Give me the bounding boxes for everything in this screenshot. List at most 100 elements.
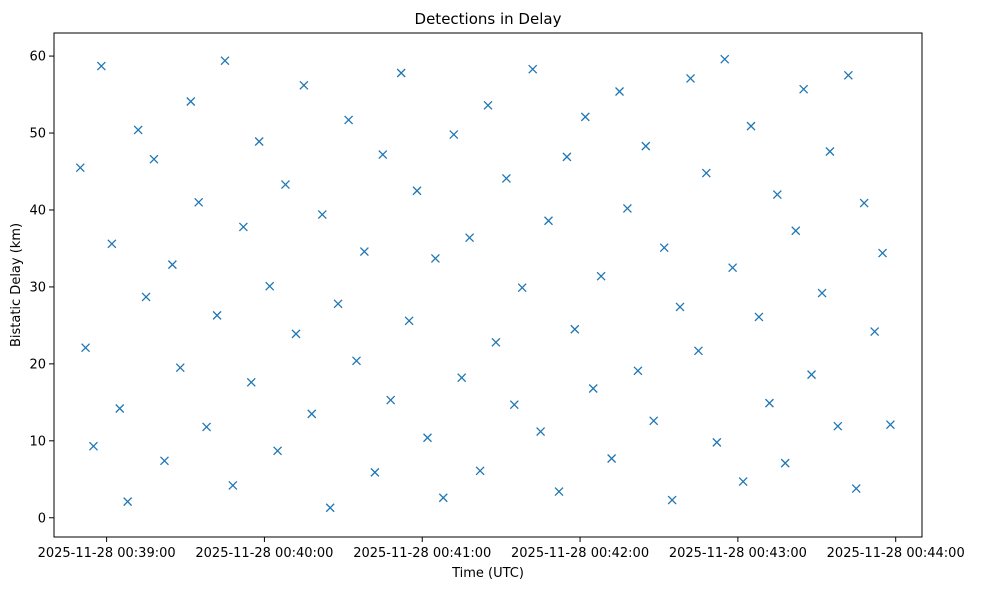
data-point: [317, 210, 327, 220]
data-point: [352, 356, 361, 366]
data-point: [544, 216, 553, 226]
data-point: [562, 152, 572, 162]
x-tick-label: 2025-11-28 00:39:00: [38, 546, 176, 561]
data-point: [878, 248, 888, 258]
y-tick-label: 40: [29, 203, 46, 218]
data-point: [186, 97, 196, 106]
data-point: [693, 346, 703, 356]
data-point: [754, 312, 764, 322]
data-point: [202, 422, 212, 432]
data-point: [430, 253, 440, 263]
data-point: [194, 197, 204, 207]
data-point: [859, 198, 869, 208]
data-point: [501, 173, 511, 183]
data-point: [851, 484, 861, 493]
data-point: [412, 186, 422, 196]
data-point: [396, 68, 406, 78]
data-point: [291, 329, 301, 339]
data-point: [149, 154, 159, 164]
data-point: [475, 466, 485, 476]
data-point: [720, 54, 730, 64]
data-point: [359, 247, 369, 256]
data-point: [615, 87, 624, 96]
data-point: [641, 141, 651, 151]
x-axis: 2025-11-28 00:39:00 2025-11-28 00:40:00 20…: [38, 537, 965, 561]
data-point: [528, 64, 538, 74]
x-tick-label: 2025-11-28 00:40:00: [195, 546, 333, 561]
data-point: [386, 395, 396, 405]
data-point: [175, 363, 185, 373]
chart-title: Detections in Delay: [415, 10, 562, 28]
data-point: [75, 163, 85, 173]
data-point: [107, 239, 117, 249]
data-point: [123, 497, 133, 507]
data-point: [160, 456, 169, 466]
x-axis-label: Time (UTC): [451, 566, 524, 581]
data-point: [712, 437, 722, 447]
data-point: [772, 190, 782, 200]
y-tick-label: 60: [29, 50, 46, 65]
plot-frame: [53, 32, 923, 538]
y-tick-label: 30: [29, 280, 46, 295]
data-point: [728, 263, 738, 273]
data-point: [423, 433, 432, 443]
data-point: [115, 404, 125, 413]
data-point: [483, 100, 493, 110]
data-point: [220, 56, 230, 66]
data-point: [738, 477, 748, 487]
data-point: [265, 281, 275, 291]
x-tick-label: 2025-11-28 00:41:00: [353, 546, 491, 561]
data-point: [246, 377, 256, 387]
data-point: [588, 384, 598, 393]
data-point: [370, 467, 380, 477]
data-point: [885, 420, 895, 430]
data-point: [596, 271, 606, 281]
data-point: [649, 416, 659, 426]
data-point: [457, 373, 467, 383]
data-point: [465, 233, 475, 243]
data-point: [825, 147, 835, 156]
data-point: [833, 421, 843, 431]
data-point: [96, 61, 106, 71]
data-point: [675, 302, 685, 312]
data-point: [764, 398, 774, 408]
x-tick-label: 2025-11-28 00:43:00: [669, 546, 807, 561]
data-point: [799, 84, 809, 94]
data-point: [254, 137, 264, 146]
data-point: [843, 70, 853, 80]
data-point: [536, 427, 546, 437]
data-point: [667, 495, 677, 505]
data-point: [509, 400, 519, 410]
data-point: [491, 337, 501, 347]
data-point: [333, 299, 343, 309]
data-point: [817, 288, 827, 298]
data-point: [325, 503, 335, 513]
y-tick-label: 0: [38, 511, 46, 526]
data-point: [701, 168, 711, 178]
data-point: [299, 80, 309, 90]
y-axis-label: Bistatic Delay (km): [9, 223, 24, 347]
data-point: [133, 125, 143, 135]
y-axis: 0 10 20 30 40 50 60: [29, 50, 54, 526]
data-point: [238, 222, 248, 232]
data-point: [517, 283, 527, 293]
data-point: [746, 121, 756, 131]
data-point: [212, 310, 222, 320]
points-layer: [75, 54, 895, 513]
x-tick-label: 2025-11-28 00:44:00: [827, 546, 965, 561]
data-point: [580, 112, 590, 122]
data-point: [404, 316, 414, 326]
data-point: [88, 441, 98, 451]
y-tick-label: 20: [29, 357, 46, 372]
y-tick-label: 10: [29, 434, 46, 449]
data-point: [622, 203, 632, 213]
data-point: [281, 180, 290, 190]
data-point: [228, 480, 238, 490]
data-point: [273, 446, 283, 456]
data-point: [607, 454, 617, 463]
data-point: [686, 73, 695, 83]
data-point: [81, 343, 91, 353]
data-point: [780, 458, 790, 468]
